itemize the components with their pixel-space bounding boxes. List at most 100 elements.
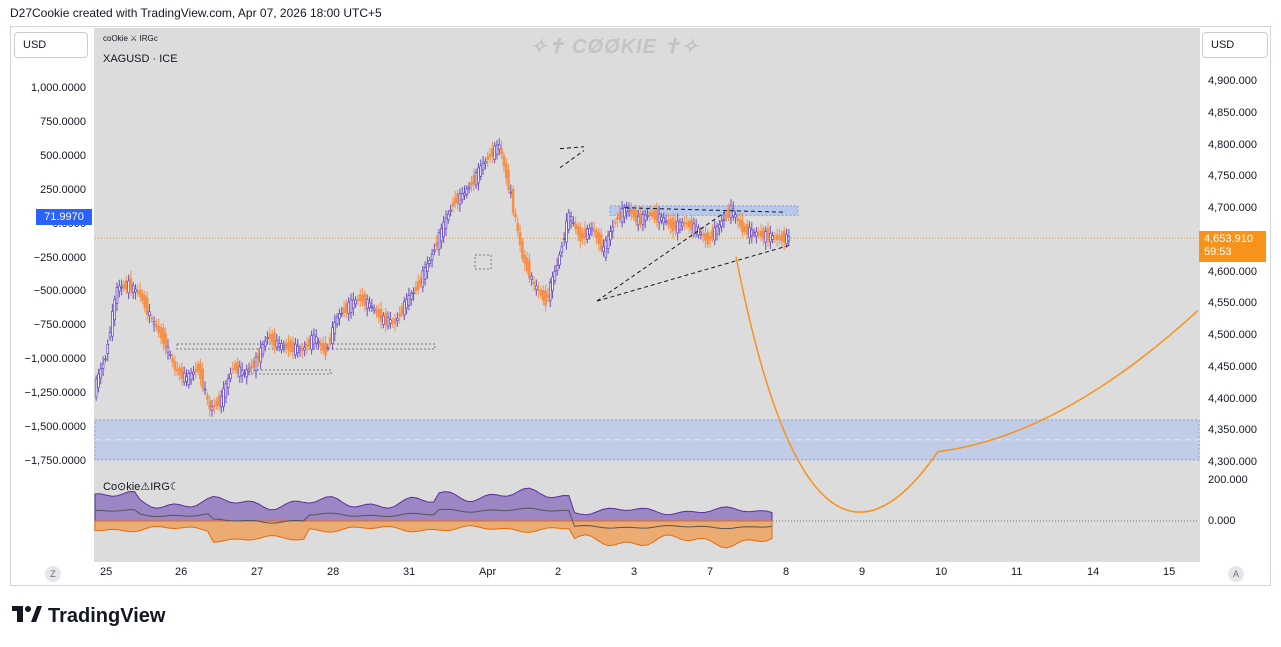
candle-body [266, 337, 269, 340]
candle-body [734, 214, 737, 218]
time-axis-tick: 31 [403, 566, 416, 578]
left-axis-tick: −500.0000 [33, 285, 86, 298]
candle-body [192, 371, 195, 376]
candle-body [771, 235, 774, 240]
candle-body [583, 228, 587, 239]
candle-body [136, 290, 140, 294]
right-axis-tick: 4,750.000 [1208, 170, 1257, 183]
candle-body [521, 241, 524, 259]
currency-left-button[interactable]: USD [14, 32, 88, 58]
candle-body [305, 344, 309, 347]
candle-body [189, 372, 193, 381]
log-scale-button[interactable]: Z [45, 566, 61, 582]
candle-body [301, 347, 304, 352]
auto-scale-button[interactable]: A [1228, 566, 1244, 582]
candle-body [674, 220, 677, 230]
candle-body [377, 309, 381, 318]
candle-body [655, 208, 659, 222]
candle-body [650, 212, 654, 217]
left-axis-tick: 750.0000 [40, 115, 86, 128]
candle-body [416, 280, 420, 290]
candle-body [502, 155, 506, 167]
currency-right-button[interactable]: USD [1202, 32, 1268, 58]
candle-body [495, 144, 499, 155]
candle-body [231, 368, 235, 371]
left-value-tag: 71.9970 [36, 209, 92, 225]
candle-body [762, 228, 765, 239]
candle-body [444, 217, 448, 229]
right-axis-tick: 4,300.000 [1208, 456, 1257, 468]
plot-area[interactable] [94, 28, 1200, 562]
range-box [474, 254, 492, 270]
candle-body [741, 220, 744, 233]
candle-body [722, 218, 726, 221]
candle-body [704, 232, 707, 241]
candle-body [173, 361, 177, 371]
right-axis-tick: 4,900.000 [1208, 75, 1257, 87]
candle-body [238, 366, 242, 377]
candle-body [787, 236, 791, 242]
candle-body [706, 232, 710, 245]
left-axis-tick: 1,000.0000 [30, 82, 86, 94]
right-axis-tick: 4,600.000 [1208, 265, 1257, 278]
candle-body [611, 226, 615, 232]
candle-body [537, 289, 540, 292]
candle-body [625, 206, 628, 213]
candle-body [199, 363, 202, 379]
candle-body [148, 311, 151, 316]
candle-body [474, 172, 478, 186]
candle-body [680, 222, 684, 227]
candle-body [755, 231, 758, 237]
candle-body [648, 212, 652, 217]
candle-body [307, 338, 311, 347]
symbol-name[interactable]: XAGUSD · ICE [103, 53, 178, 65]
left-axis-tick: −1,750.0000 [24, 454, 86, 467]
candle-body [210, 405, 214, 411]
time-axis-tick: 10 [935, 566, 948, 578]
candle-body [433, 249, 436, 252]
tradingview-wordmark: TradingView [48, 605, 166, 627]
candle-body [201, 368, 205, 389]
candle-body [101, 363, 105, 369]
candle-body [453, 198, 457, 204]
candle-body [134, 288, 137, 293]
tradingview-mark-icon [12, 605, 42, 628]
candle-body [435, 242, 439, 247]
candle-body [145, 297, 149, 315]
candle-body [259, 347, 262, 363]
candle-body [368, 302, 371, 309]
left-axis-tick: −1,500.0000 [24, 421, 86, 433]
left-axis-tick: 500.0000 [40, 149, 86, 162]
candle-body [273, 332, 276, 347]
candle-body [785, 234, 788, 245]
candle-body [701, 233, 705, 237]
candle-body [354, 299, 357, 305]
candle-body [291, 341, 295, 352]
right-axis-tick: 4,350.000 [1208, 424, 1257, 437]
candle-body [486, 156, 489, 160]
candle-body [449, 209, 452, 212]
candle-body [699, 231, 703, 235]
candle-body [129, 277, 133, 292]
candle-body [361, 294, 364, 302]
candle-body [331, 327, 334, 344]
candle-body [233, 363, 237, 371]
left-axis-tick: −250.0000 [33, 251, 86, 264]
right-axis-tick: 4,450.000 [1208, 360, 1257, 373]
candle-body [472, 175, 476, 184]
candle-body [168, 354, 172, 356]
candle-body [196, 364, 200, 372]
candle-body [738, 219, 742, 227]
candle-body [342, 307, 346, 314]
candle-body [567, 212, 571, 230]
candle-body [574, 223, 578, 230]
candle-body [261, 344, 265, 355]
candle-body [106, 344, 110, 354]
candle-body [493, 145, 496, 160]
candle-body [400, 306, 404, 315]
candle-body [484, 161, 487, 164]
candle-body [569, 216, 573, 222]
candle-body [458, 193, 462, 205]
time-axis-tick: 28 [327, 566, 340, 578]
